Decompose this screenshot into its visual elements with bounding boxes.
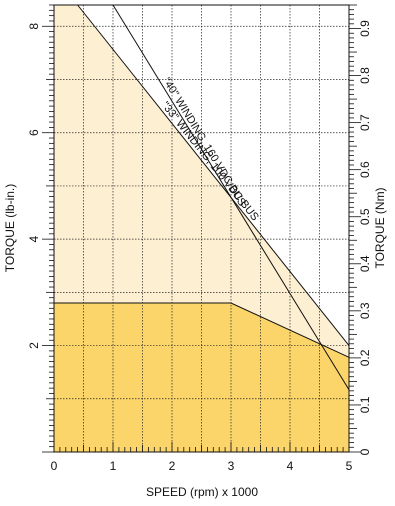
tick-labels: 0 1 2 3 4 5 2 4 6 8 0 0.1 0.2 0.3 0.4 0.5 0.6 0.7 0.8 0.9 (27, 20, 372, 473)
plot-frame (53, 4, 350, 453)
y-tick-label-right: 0.1 (358, 396, 372, 413)
x-axis-label: SPEED (rpm) x 1000 (146, 485, 258, 499)
y-tick-label-left: 2 (27, 342, 41, 349)
series-line-1 (112, 4, 350, 391)
axis-ticks (42, 4, 361, 453)
y-tick-label-left: 4 (27, 235, 41, 242)
x-tick-label: 3 (228, 459, 235, 473)
y-tick-label-right: 0.5 (358, 208, 372, 225)
y-tick-label-right: 0.3 (358, 302, 372, 319)
y-axis-label-left: TORQUE (lb-in.) (3, 184, 17, 272)
series-line-2 (54, 302, 350, 358)
x-tick-label: 2 (169, 459, 176, 473)
y-tick-label-left: 8 (27, 23, 41, 30)
y-tick-label-right: 0.9 (358, 20, 372, 37)
x-tick-label: 4 (287, 459, 294, 473)
y-tick-label-right: 0.7 (358, 114, 372, 131)
x-tick-label: 5 (346, 459, 353, 473)
y-tick-label-left: 6 (27, 129, 41, 136)
y-tick-label-right: 0.8 (358, 67, 372, 84)
x-tick-label: 1 (110, 459, 117, 473)
series-lines (54, 4, 350, 391)
y-tick-label-right: 0.6 (358, 161, 372, 178)
y-tick-label-right: 0 (358, 448, 372, 455)
y-tick-label-right: 0.2 (358, 349, 372, 366)
y-axis-label-right: TORQUE (Nm) (373, 187, 387, 268)
x-tick-label: 0 (51, 459, 58, 473)
grid-lines (54, 5, 349, 452)
series-line-0 (77, 4, 350, 346)
y-tick-label-right: 0.4 (358, 255, 372, 272)
